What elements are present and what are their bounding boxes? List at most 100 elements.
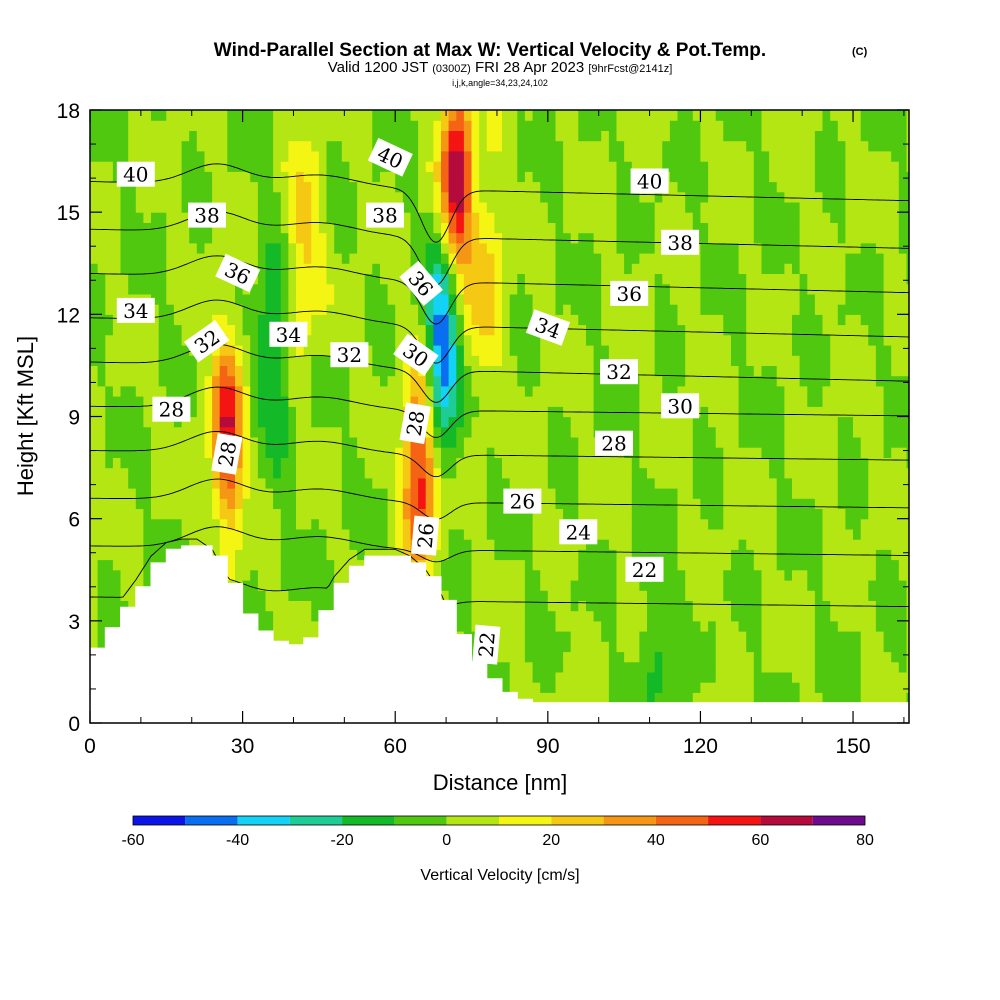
velocity-cell [288,385,297,397]
velocity-cell [700,314,709,326]
velocity-cell [692,355,701,366]
velocity-cell [486,212,495,223]
velocity-cell [364,171,373,183]
velocity-cell [631,120,640,131]
velocity-cell [105,539,114,550]
velocity-cell [173,161,183,172]
velocity-cell [463,518,473,530]
velocity-cell [158,283,167,295]
velocity-cell [257,559,267,571]
velocity-cell [158,498,167,509]
velocity-cell [311,171,320,183]
velocity-cell [288,539,297,550]
velocity-cell [280,467,289,479]
velocity-cell [685,222,694,234]
velocity-cell [654,580,663,591]
velocity-cell [494,528,503,540]
velocity-cell [715,457,724,469]
velocity-cell [158,447,167,458]
velocity-cell [173,120,183,131]
velocity-cell [288,375,297,387]
velocity-cell [410,171,419,183]
velocity-cell [311,222,320,234]
velocity-cell [250,416,259,428]
velocity-cell [486,110,495,121]
velocity-cell [273,212,282,223]
velocity-cell [410,242,419,254]
velocity-cell [532,620,541,632]
velocity-cell [563,508,572,520]
velocity-cell [563,396,572,407]
velocity-cell [441,396,450,407]
velocity-cell [265,140,274,152]
velocity-cell [578,457,587,469]
velocity-cell [494,385,503,397]
velocity-cell [570,334,579,346]
velocity-cell [540,385,549,397]
velocity-cell [418,171,427,183]
velocity-cell [166,120,175,131]
velocity-cell [624,406,633,418]
velocity-cell [669,273,679,285]
velocity-cell [242,600,251,612]
velocity-cell [318,436,328,448]
velocity-cell [380,181,389,193]
velocity-cell [608,222,618,234]
velocity-cell [669,692,679,704]
velocity-cell [479,406,488,418]
velocity-cell [578,651,587,663]
velocity-cell [250,222,259,234]
velocity-cell [578,293,587,305]
velocity-cell [540,610,549,622]
velocity-cell [97,314,106,326]
velocity-cell [128,110,137,121]
velocity-cell [471,293,480,305]
velocity-cell [265,110,274,121]
velocity-cell [173,150,183,162]
velocity-cell [509,610,518,622]
velocity-cell [593,253,602,264]
velocity-cell [677,498,686,509]
velocity-cell [273,549,282,561]
velocity-cell [303,110,312,121]
velocity-cell [418,324,427,336]
velocity-cell [479,161,488,172]
velocity-cell [204,242,213,254]
velocity-cell [509,580,518,591]
velocity-cell [616,641,625,653]
velocity-cell [608,314,618,326]
velocity-cell [601,396,610,407]
velocity-cell [364,324,373,336]
velocity-cell [349,385,358,397]
velocity-cell [296,222,305,234]
velocity-cell [257,212,267,223]
velocity-cell [341,150,350,162]
velocity-cell [677,508,686,520]
velocity-cell [166,416,175,428]
velocity-cell [250,375,259,387]
velocity-cell [586,304,595,315]
velocity-cell [547,222,556,234]
velocity-cell [616,181,625,193]
velocity-cell [463,580,473,591]
velocity-cell [158,436,167,448]
velocity-cell [547,365,556,377]
velocity-cell [517,201,526,213]
velocity-cell [532,447,541,458]
velocity-cell [280,263,289,274]
velocity-cell [158,488,167,499]
velocity-cell [563,314,572,326]
velocity-cell [242,242,251,254]
velocity-cell [715,620,724,632]
velocity-cell [624,518,633,530]
velocity-cell [349,293,358,305]
velocity-cell [173,477,183,489]
velocity-cell [334,130,343,142]
velocity-cell [143,416,152,428]
velocity-cell [189,150,198,162]
velocity-cell [456,620,465,632]
velocity-cell [425,150,434,162]
velocity-cell [700,671,709,683]
velocity-cell [112,426,122,438]
velocity-cell [334,375,343,387]
